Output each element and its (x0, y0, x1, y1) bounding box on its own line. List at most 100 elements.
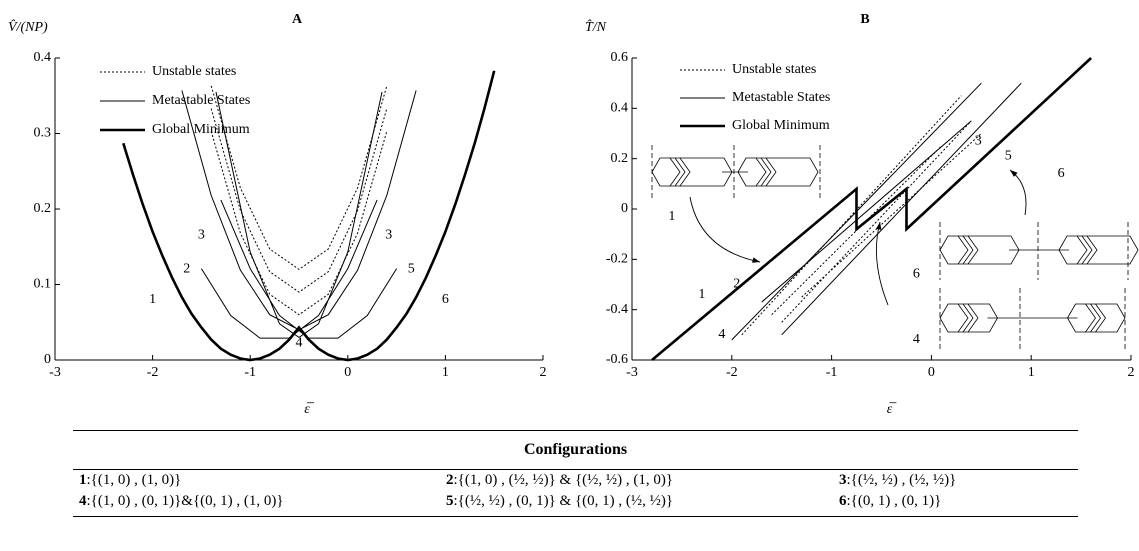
cell: 1:{(1, 0) , (1, 0)} (79, 472, 446, 489)
chart-title: B (860, 12, 869, 27)
x-tick-label: -2 (726, 365, 738, 380)
legend-label: Metastable States (732, 90, 830, 105)
inset-body (1067, 303, 1126, 333)
x-tick-label: 0 (928, 365, 935, 380)
x-tick-label: 1 (1028, 365, 1035, 380)
curve-label: 4 (913, 332, 920, 347)
y-tick-label: 0.2 (34, 201, 52, 216)
y-tick-label: -0.4 (606, 302, 628, 317)
y-tick-label: 0.2 (611, 151, 629, 166)
series-line (122, 70, 496, 362)
y-tick-label: -0.6 (606, 352, 628, 367)
curve-label: 4 (718, 327, 725, 342)
y-tick-label: 0.3 (34, 126, 52, 141)
cell-num: 4 (79, 493, 87, 509)
x-axis-label: ε̅ (304, 402, 315, 417)
cell-num: 1 (79, 472, 87, 488)
cell-num: 6 (839, 493, 847, 509)
inset-chevron (1090, 303, 1101, 333)
y-tick-label: 0 (44, 352, 51, 367)
inset-chevron (674, 157, 686, 187)
cell-text: :{(0, 1) , (0, 1)} (846, 493, 942, 509)
curve-label: 3 (975, 133, 982, 148)
inset-arrow (689, 196, 761, 263)
inset-chevron (669, 157, 681, 187)
curve-label: 5 (408, 262, 415, 277)
configuration-table: Configurations 1:{(1, 0) , (1, 0)} 2:{(1… (73, 430, 1078, 517)
curve-label: 6 (1058, 166, 1065, 181)
y-axis-label: T̂/N (585, 19, 607, 35)
x-axis-label: ε̅ (887, 402, 898, 417)
series-line (210, 85, 388, 316)
x-tick-label: -3 (626, 365, 638, 380)
curve-label: 1 (698, 287, 705, 302)
curve-label: 1 (149, 292, 156, 307)
chart-title: A (292, 12, 303, 27)
cell-num: 5 (446, 493, 454, 509)
inset-chevron (755, 157, 767, 187)
inset-chevron (1085, 303, 1096, 333)
curve-label: 2 (733, 277, 740, 292)
cell: 5:{(½, ½) , (0, 1)} & {(0, 1) , (½, ½)} (446, 493, 839, 510)
inset-arrow (876, 221, 889, 306)
inset-chevron (1076, 235, 1088, 265)
arrow-head (1010, 170, 1018, 177)
inset-body (1058, 235, 1139, 265)
x-tick-label: -3 (49, 365, 61, 380)
y-tick-label: 0.4 (611, 101, 629, 116)
curve-label: 6 (913, 267, 920, 282)
table-row: 4:{(1, 0) , (0, 1)}&{(0, 1) , (1, 0)} 5:… (73, 491, 1078, 516)
legend-label: Unstable states (732, 62, 816, 77)
cell-text: :{(1, 0) , (½, ½)} & {(½, ½) , (1, 0)} (453, 472, 674, 488)
inset-arrow (1009, 169, 1027, 216)
cell-text: :{(½, ½) , (0, 1)} & {(0, 1) , (½, ½)} (453, 493, 674, 509)
inset-chevron (967, 235, 979, 265)
cell: 6:{(0, 1) , (0, 1)} (839, 493, 1072, 510)
y-tick-label: 0.1 (34, 277, 52, 292)
cell: 2:{(1, 0) , (½, ½)} & {(½, ½) , (1, 0)} (446, 472, 839, 489)
legend-label: Global Minimum (152, 122, 250, 137)
y-tick-label: 0.6 (611, 50, 629, 65)
inset-chevron (1086, 235, 1098, 265)
y-tick-label: -0.2 (606, 252, 628, 267)
table-header: Configurations (73, 431, 1078, 470)
table-row: 1:{(1, 0) , (1, 0)} 2:{(1, 0) , (½, ½)} … (73, 470, 1078, 491)
y-axis-label: V̂/(NP) (8, 19, 48, 35)
x-tick-label: -2 (147, 365, 159, 380)
legend-label: Metastable States (152, 93, 250, 108)
cell: 4:{(1, 0) , (0, 1)}&{(0, 1) , (1, 0)} (79, 493, 446, 510)
inset-chevron (962, 235, 974, 265)
cell-text: :{(1, 0) , (1, 0)} (86, 472, 182, 488)
x-tick-label: -1 (826, 365, 838, 380)
curve-label: 3 (385, 228, 392, 243)
inset-chevron (679, 157, 691, 187)
arrow-head (752, 257, 760, 263)
inset-chevron (967, 303, 979, 333)
inset-chevron (760, 157, 772, 187)
cell: 3:{(½, ½) , (½, ½)} (839, 472, 1072, 489)
arrow-head (875, 222, 882, 230)
series-line (651, 57, 1092, 361)
y-tick-label: 0 (621, 201, 628, 216)
curve-label: 2 (183, 262, 190, 277)
curve-label: 3 (198, 228, 205, 243)
inset-chevron (1081, 235, 1093, 265)
curve-label: 6 (442, 292, 449, 307)
x-tick-label: 2 (540, 365, 547, 380)
legend-label: Unstable states (152, 64, 236, 79)
x-tick-label: 2 (1128, 365, 1135, 380)
curve-label: 4 (296, 336, 303, 351)
curve-label: 5 (1005, 148, 1012, 163)
x-tick-label: 0 (344, 365, 351, 380)
x-tick-label: 1 (442, 365, 449, 380)
legend-label: Global Minimum (732, 118, 830, 133)
inset-chevron (957, 303, 969, 333)
inset-chevron (957, 235, 969, 265)
inset-chevron (765, 157, 777, 187)
cell-text: :{(1, 0) , (0, 1)}&{(0, 1) , (1, 0)} (86, 493, 284, 509)
inset-body (651, 157, 733, 187)
inset-body (737, 157, 819, 187)
x-tick-label: -1 (244, 365, 256, 380)
